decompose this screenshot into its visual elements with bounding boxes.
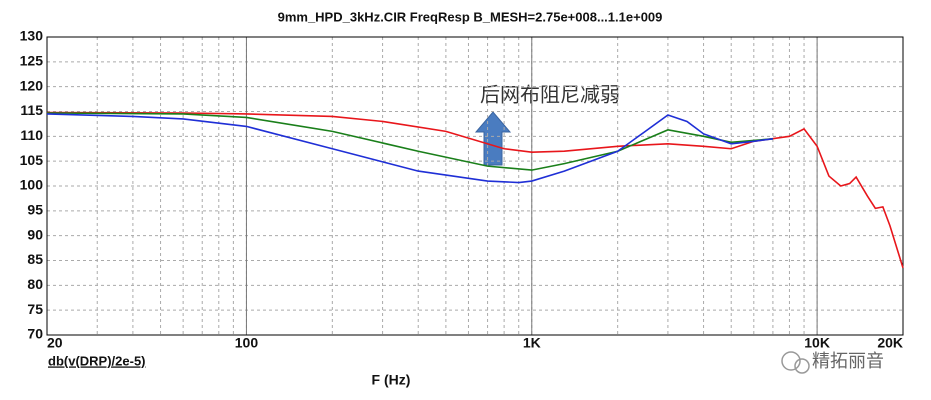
series-line: [46, 111, 904, 269]
trace-label: db(v(DRP)/2e-5): [48, 353, 146, 368]
x-tick-label: 100: [235, 335, 259, 351]
x-tick-label: 10K: [804, 335, 830, 351]
y-tick-label: 125: [20, 53, 44, 69]
y-tick-label: 105: [20, 152, 44, 168]
y-tick-label: 115: [20, 102, 43, 118]
plot-border: [46, 36, 904, 336]
series-line: [46, 112, 773, 171]
x-tick-label: 20K: [877, 335, 903, 351]
annotation-arrow: [474, 111, 512, 166]
y-tick-label: 110: [20, 127, 43, 143]
x-tick-label: 1K: [523, 335, 541, 351]
chart-title: 9mm_HPD_3kHz.CIR FreqResp B_MESH=2.75e+0…: [278, 9, 663, 24]
y-tick-label: 75: [27, 301, 43, 317]
annotation: 后网布阻尼减弱: [480, 83, 620, 106]
watermark: 精拓丽音: [812, 351, 884, 371]
y-tick-label: 100: [20, 177, 44, 193]
series-line: [46, 113, 774, 184]
watermark-icon: [781, 351, 810, 374]
y-tick-label: 85: [27, 251, 43, 267]
y-tick-label: 80: [27, 276, 43, 292]
y-tick-label: 130: [20, 28, 44, 44]
y-tick-label: 90: [27, 226, 43, 242]
x-axis-label: F (Hz): [372, 372, 411, 388]
x-tick-label: 20: [47, 335, 63, 351]
y-tick-label: 95: [27, 202, 43, 218]
y-tick-label: 120: [20, 77, 44, 93]
y-tick-label: 70: [27, 326, 43, 342]
